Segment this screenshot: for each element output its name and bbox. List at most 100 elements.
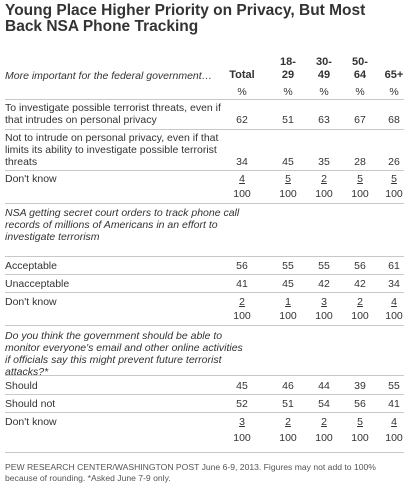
column-header-30-49-line2: 49	[317, 69, 331, 81]
cell-18-29: 100	[279, 310, 297, 322]
divider	[5, 170, 404, 171]
percent-sign: %	[237, 86, 247, 98]
cell-30-49: 100	[315, 432, 333, 444]
cell-30-49: 3	[321, 296, 327, 308]
cell-18-29: 100	[279, 188, 297, 200]
column-header-18-29-line2: 29	[281, 69, 295, 81]
row-label: Don't know	[5, 416, 57, 428]
cell-total: 3	[239, 416, 245, 428]
cell-65plus: 4	[391, 416, 397, 428]
divider	[5, 325, 404, 326]
row-label: Don't know	[5, 296, 57, 308]
section-3-question: Do you think the government should be ab…	[5, 330, 243, 378]
cell-total: 2	[239, 296, 245, 308]
percent-sign: %	[389, 86, 399, 98]
column-header-total: Total	[229, 69, 255, 81]
column-header-50-64-line1: 50-	[352, 56, 368, 68]
cell-30-49: 2	[321, 416, 327, 428]
cell-50-64: 5	[357, 173, 363, 185]
divider	[5, 99, 404, 100]
cell-50-64: 56	[354, 398, 366, 410]
cell-total: 4	[239, 173, 245, 185]
row-label: Don't know	[5, 173, 57, 185]
section-2-question: NSA getting secret court orders to track…	[5, 207, 240, 243]
cell-total: 56	[236, 260, 248, 272]
cell-18-29: 51	[282, 114, 294, 126]
cell-50-64: 2	[357, 296, 363, 308]
row-label: Acceptable	[5, 260, 57, 272]
cell-18-29: 2	[285, 416, 291, 428]
cell-65plus: 100	[385, 310, 403, 322]
divider	[5, 452, 404, 453]
cell-50-64: 67	[354, 114, 366, 126]
divider	[5, 394, 404, 395]
column-header-18-29-line1: 18-	[280, 56, 296, 68]
cell-65plus: 100	[385, 188, 403, 200]
cell-65plus: 68	[388, 114, 400, 126]
cell-total: 100	[233, 310, 251, 322]
cell-18-29: 1	[285, 296, 291, 308]
cell-65plus: 5	[391, 173, 397, 185]
cell-18-29: 51	[282, 398, 294, 410]
divider	[5, 256, 404, 257]
divider	[5, 129, 404, 130]
cell-total: 100	[233, 188, 251, 200]
cell-30-49: 100	[315, 188, 333, 200]
section-1-question: More important for the federal governmen…	[5, 70, 213, 82]
cell-30-49: 35	[318, 156, 330, 168]
cell-50-64: 42	[354, 278, 366, 290]
cell-18-29: 45	[282, 278, 294, 290]
cell-18-29: 55	[282, 260, 294, 272]
cell-50-64: 39	[354, 380, 366, 392]
divider	[5, 375, 404, 376]
cell-18-29: 5	[285, 173, 291, 185]
cell-50-64: 28	[354, 156, 366, 168]
cell-65plus: 4	[391, 296, 397, 308]
cell-65plus: 34	[388, 278, 400, 290]
divider	[5, 292, 404, 293]
column-headers: Total 18- 29 30- 49 50- 64 65+	[0, 56, 411, 86]
cell-30-49: 100	[315, 310, 333, 322]
cell-total: 34	[236, 156, 248, 168]
cell-30-49: 54	[318, 398, 330, 410]
cell-65plus: 26	[388, 156, 400, 168]
percent-sign: %	[355, 86, 365, 98]
row-label: Should	[5, 380, 38, 392]
divider	[5, 203, 404, 204]
page-title: Young Place Higher Priority on Privacy, …	[5, 2, 366, 35]
source-footnote: PEW RESEARCH CENTER/WASHINGTON POST June…	[5, 462, 376, 483]
cell-total: 45	[236, 380, 248, 392]
cell-total: 100	[233, 432, 251, 444]
cell-50-64: 56	[354, 260, 366, 272]
cell-30-49: 2	[321, 173, 327, 185]
cell-50-64: 100	[351, 310, 369, 322]
cell-50-64: 100	[351, 432, 369, 444]
cell-total: 41	[236, 278, 248, 290]
cell-18-29: 45	[282, 156, 294, 168]
cell-65plus: 55	[388, 380, 400, 392]
cell-65plus: 100	[385, 432, 403, 444]
column-header-50-64-line2: 64	[353, 69, 367, 81]
row-label: To investigate possible terrorist threat…	[5, 102, 221, 126]
cell-total: 62	[236, 114, 248, 126]
row-label: Unacceptable	[5, 278, 70, 290]
column-header-65plus: 65+	[384, 69, 404, 81]
cell-total: 52	[236, 398, 248, 410]
row-label: Not to intrude on personal privacy, even…	[5, 132, 219, 168]
percent-sign: %	[319, 86, 329, 98]
cell-65plus: 61	[388, 260, 400, 272]
cell-30-49: 63	[318, 114, 330, 126]
cell-18-29: 46	[282, 380, 294, 392]
cell-30-49: 55	[318, 260, 330, 272]
cell-50-64: 5	[357, 416, 363, 428]
cell-30-49: 44	[318, 380, 330, 392]
cell-50-64: 100	[351, 188, 369, 200]
row-label: Should not	[5, 398, 56, 410]
divider	[5, 274, 404, 275]
cell-65plus: 41	[388, 398, 400, 410]
cell-30-49: 42	[318, 278, 330, 290]
cell-18-29: 100	[279, 432, 297, 444]
column-header-30-49-line1: 30-	[316, 56, 332, 68]
divider	[5, 412, 404, 413]
